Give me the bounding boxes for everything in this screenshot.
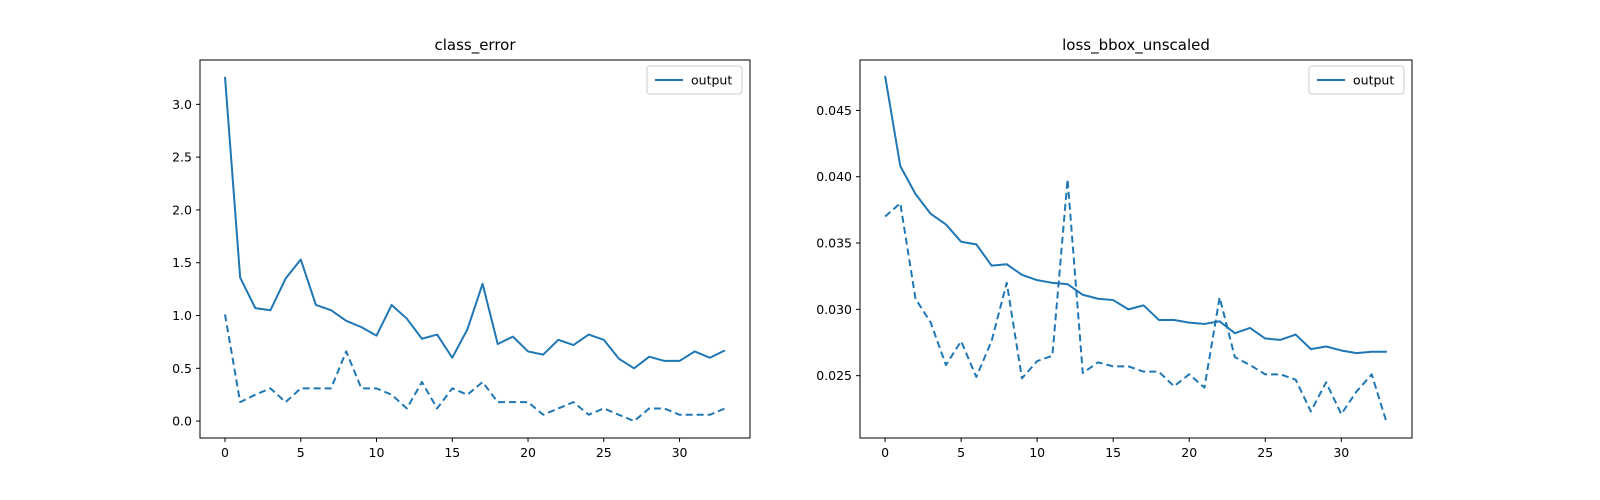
x-tick-label: 20 <box>1181 445 1197 460</box>
x-tick-label: 0 <box>221 445 229 460</box>
x-tick-label: 5 <box>297 445 305 460</box>
series-line-output <box>884 75 1387 355</box>
y-tick-label: 0.025 <box>816 368 852 383</box>
x-tick-label: 10 <box>1029 445 1045 460</box>
legend-label: output <box>1353 73 1394 88</box>
x-tick-label: 15 <box>1105 445 1121 460</box>
series-line-output <box>224 76 726 370</box>
x-tick-label: 0 <box>881 445 889 460</box>
x-tick-label: 30 <box>1333 445 1349 460</box>
y-tick-label: 0.040 <box>816 169 852 184</box>
legend-box <box>646 65 743 95</box>
y-tick-label: 0.045 <box>816 103 852 118</box>
y-tick-label: 1.0 <box>172 308 192 323</box>
y-tick-label: 0.030 <box>816 302 852 317</box>
y-tick-label: 3.0 <box>172 97 192 112</box>
x-tick-label: 5 <box>957 445 965 460</box>
axes-frame <box>199 59 751 439</box>
y-tick-label: 0.5 <box>172 361 192 376</box>
loss-bbox-chart: loss_bbox_unscaled 0 5 10 15 20 25 30 0.025 0.030… <box>816 36 1413 460</box>
y-tick-label: 2.0 <box>172 202 192 217</box>
legend: output <box>646 65 743 95</box>
x-tick-label: 20 <box>520 445 536 460</box>
series-line-dashed <box>884 178 1388 424</box>
legend-box <box>1308 65 1405 95</box>
y-tick-label: 1.5 <box>172 255 192 270</box>
y-tick-label: 0.035 <box>816 236 852 251</box>
legend: output <box>1308 65 1405 95</box>
y-tick-label: 2.5 <box>172 150 192 165</box>
x-tick-label: 10 <box>369 445 385 460</box>
x-tick-label: 25 <box>1257 445 1273 460</box>
class-error-chart: class_error 0 5 10 15 20 25 30 0.0 0.5 1.0 1.5 2.0 2.… <box>172 36 751 460</box>
series-line-dashed <box>224 314 726 423</box>
axes-frame <box>859 59 1413 439</box>
x-tick-label: 15 <box>444 445 460 460</box>
chart-title: class_error <box>434 36 516 55</box>
legend-label: output <box>691 73 732 88</box>
y-tick-label: 0.0 <box>172 414 192 429</box>
x-tick-label: 25 <box>596 445 612 460</box>
x-tick-label: 30 <box>672 445 688 460</box>
chart-title: loss_bbox_unscaled <box>1062 36 1210 55</box>
